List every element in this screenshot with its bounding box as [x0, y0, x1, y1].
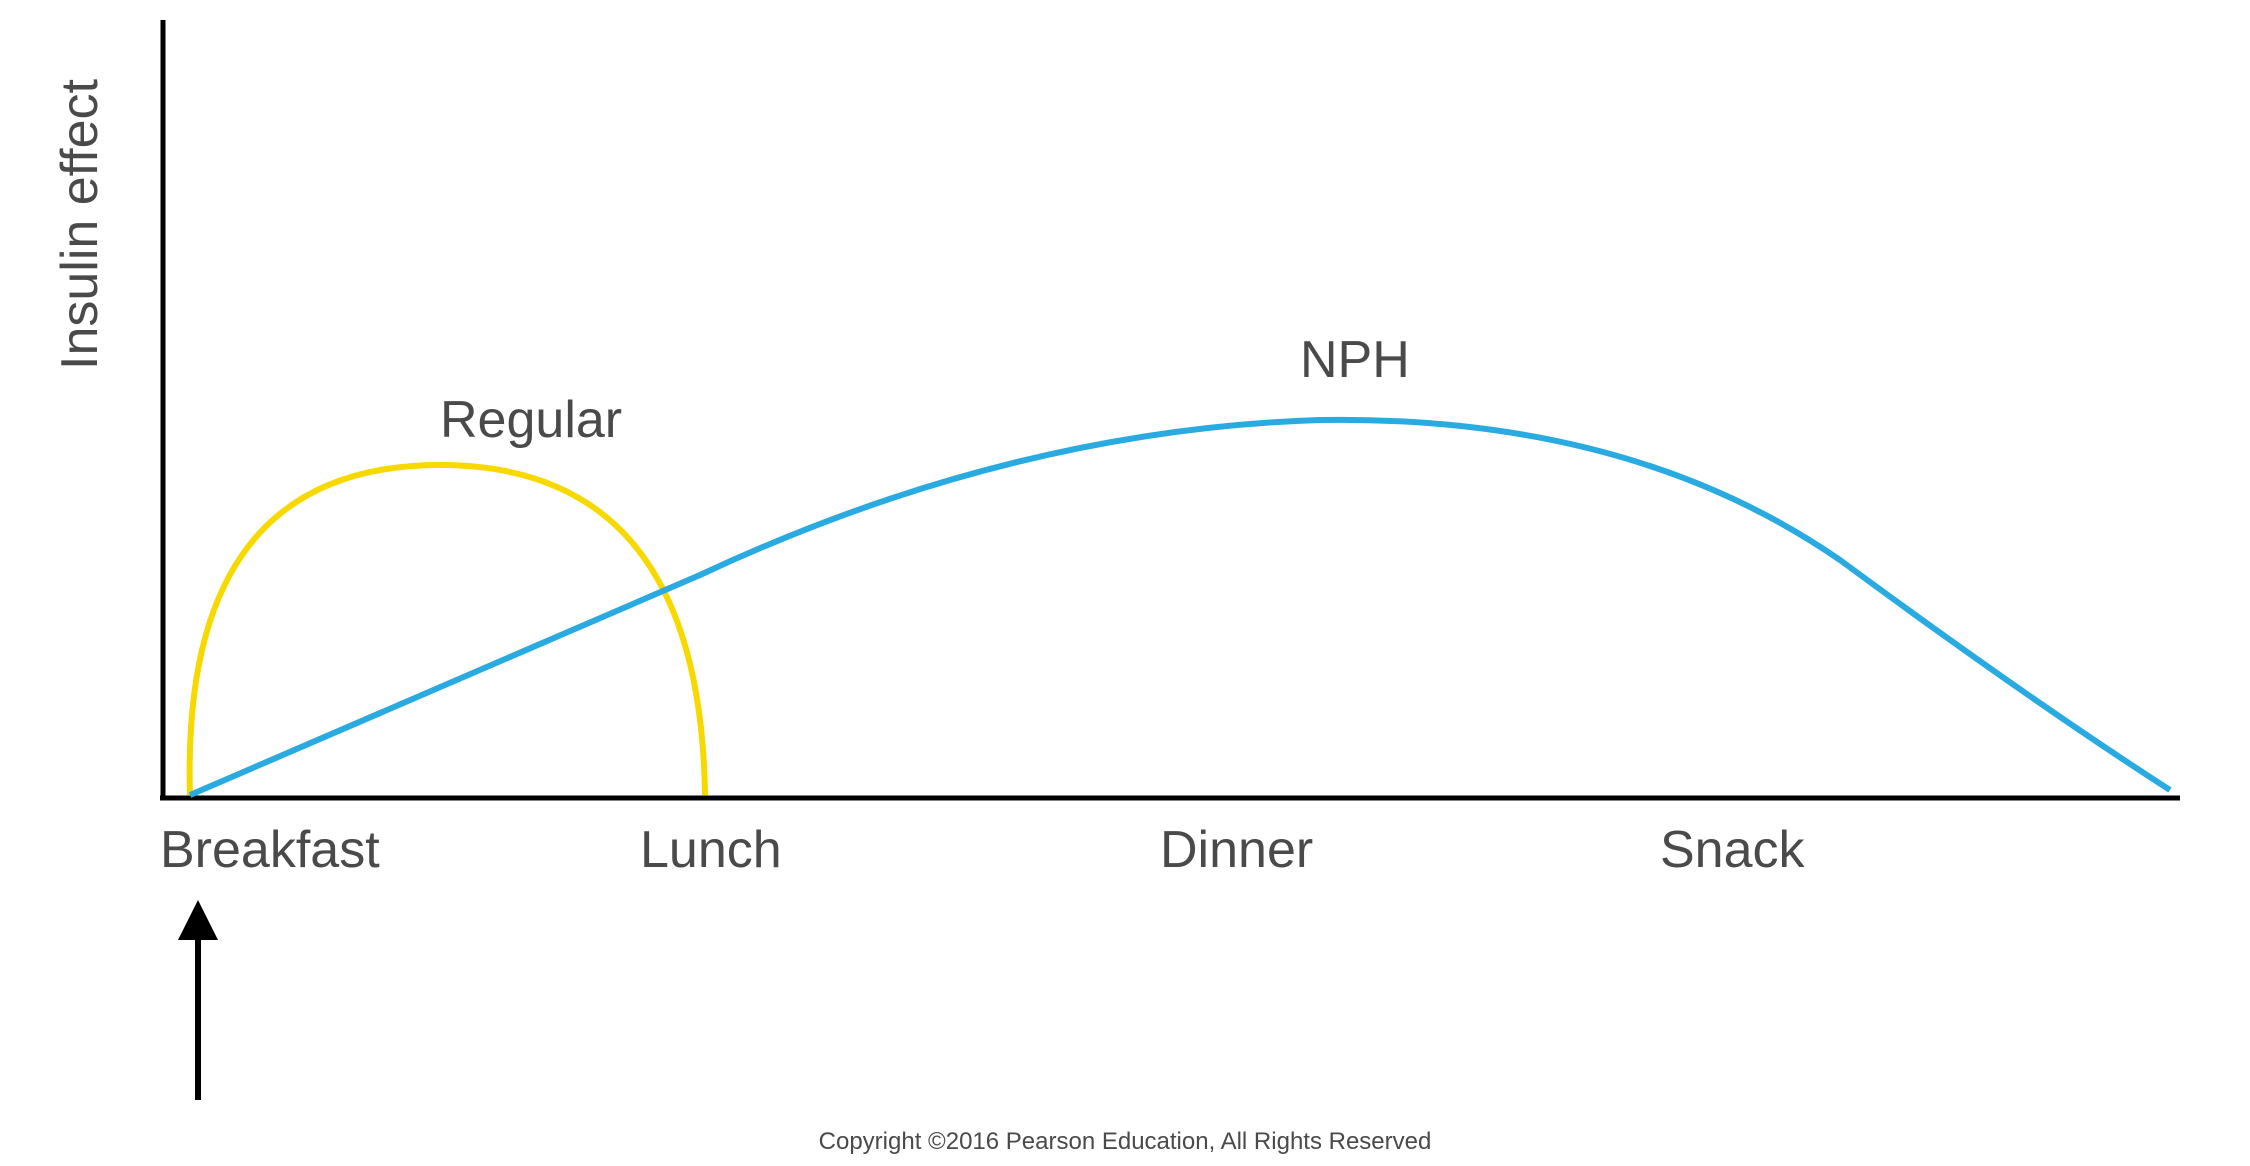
- copyright-text: Copyright ©2016 Pearson Education, All R…: [819, 1128, 1432, 1156]
- arrow-icon: [168, 900, 228, 1100]
- x-label-snack: Snack: [1660, 820, 1805, 880]
- x-label-breakfast: Breakfast: [160, 820, 380, 880]
- x-label-lunch: Lunch: [640, 820, 782, 880]
- regular-curve: [190, 465, 705, 795]
- nph-curve: [190, 420, 2170, 795]
- regular-label: Regular: [440, 390, 622, 450]
- plot-area: Regular NPH: [160, 20, 2180, 800]
- nph-label: NPH: [1300, 330, 1410, 390]
- x-label-dinner: Dinner: [1160, 820, 1313, 880]
- y-axis-label: Insulin effect: [50, 79, 110, 370]
- chart-container: Insulin effect Regular NPH Breakfast Lun…: [60, 20, 2190, 1120]
- injection-arrow: [168, 900, 228, 1100]
- x-axis-labels: Breakfast Lunch Dinner Snack: [160, 820, 2180, 880]
